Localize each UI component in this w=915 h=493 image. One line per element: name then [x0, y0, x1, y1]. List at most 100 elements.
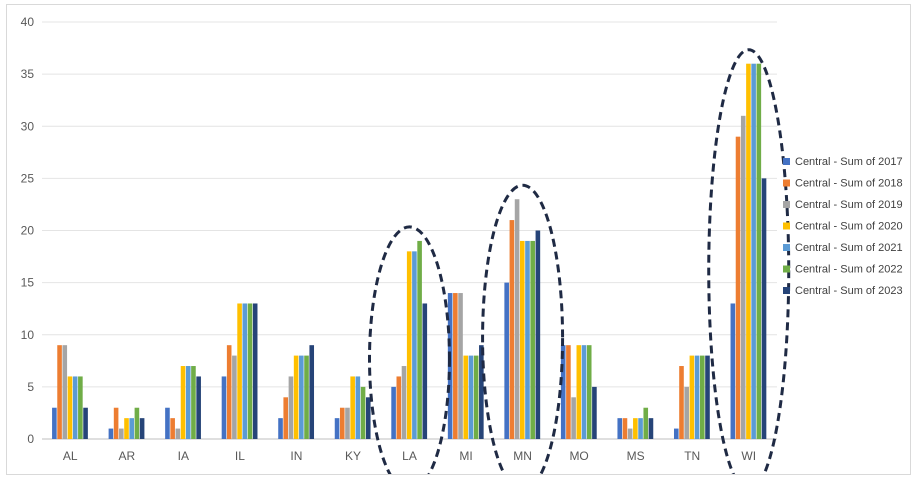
bar — [299, 355, 304, 439]
bar — [627, 428, 633, 439]
bar — [525, 240, 530, 439]
bar — [509, 220, 515, 439]
legend-swatch — [783, 201, 790, 208]
bar — [622, 418, 628, 439]
legend-label: Central - Sum of 2020 — [795, 221, 903, 233]
legend-swatch — [783, 158, 790, 165]
bar — [504, 282, 509, 439]
bar — [684, 386, 689, 439]
y-tick-label: 30 — [21, 119, 35, 133]
y-tick-label: 0 — [27, 432, 34, 446]
bar — [679, 366, 684, 439]
x-tick-label: IA — [178, 449, 189, 463]
legend-swatch — [783, 179, 790, 187]
bar — [735, 136, 741, 440]
bar — [355, 376, 361, 439]
legend-label: Central - Sum of 2018 — [795, 178, 903, 190]
bar — [633, 418, 638, 439]
bar — [617, 418, 623, 439]
bar — [396, 376, 402, 439]
chart-frame: 0 5 10 15 20 25 30 35 40 AL AR IA IL IN KY LA MI MN MO MS TN… — [6, 4, 911, 475]
bar — [185, 366, 191, 439]
bar — [170, 418, 175, 439]
bar — [463, 355, 469, 439]
bar — [334, 418, 340, 439]
legend-swatch — [783, 244, 790, 251]
bar — [309, 345, 315, 439]
bar — [226, 345, 232, 439]
x-tick-label: IN — [290, 449, 302, 463]
bar — [648, 418, 654, 439]
bar — [339, 407, 345, 439]
legend-swatch — [783, 265, 790, 273]
x-tick-label: LA — [402, 449, 417, 463]
bar — [83, 407, 88, 439]
bar — [581, 345, 587, 439]
bar — [72, 376, 78, 439]
bar — [252, 303, 258, 439]
bar — [191, 366, 196, 439]
bar — [196, 376, 201, 439]
y-tick-label: 25 — [21, 171, 35, 185]
highlight-ellipse — [481, 183, 565, 474]
y-tick-label: 15 — [21, 276, 35, 290]
bar — [180, 366, 186, 439]
highlight-ellipse — [368, 225, 451, 474]
bar — [514, 199, 520, 439]
bar — [62, 345, 68, 439]
legend-label: Central - Sum of 2021 — [795, 242, 903, 254]
bar — [293, 355, 299, 439]
bar — [586, 345, 592, 439]
bar — [576, 345, 582, 439]
y-tick-label: 40 — [21, 15, 35, 29]
bar — [740, 115, 746, 439]
x-tick-label: MO — [569, 449, 588, 463]
y-tick-label: 20 — [21, 224, 35, 238]
bar — [391, 386, 396, 439]
bar — [746, 63, 751, 439]
bar — [458, 293, 463, 439]
bar — [473, 355, 479, 439]
y-tick-label: 5 — [27, 380, 34, 394]
bar — [401, 366, 407, 439]
bar — [592, 386, 597, 439]
bar — [119, 428, 124, 439]
bar — [360, 386, 366, 439]
legend-swatch — [783, 287, 790, 294]
bar — [139, 418, 145, 439]
bar — [365, 397, 371, 439]
bar — [406, 251, 412, 439]
y-tick-label: 35 — [21, 67, 35, 81]
bar — [535, 230, 541, 439]
bar — [571, 397, 576, 439]
bar — [242, 303, 248, 439]
bar — [519, 240, 525, 439]
legend-swatch — [783, 222, 790, 230]
bar — [560, 345, 566, 439]
y-tick-label: 10 — [21, 328, 35, 342]
bar — [699, 355, 705, 439]
bar — [643, 407, 649, 439]
bar — [175, 428, 181, 439]
bar — [221, 376, 227, 439]
bar — [638, 418, 643, 439]
bar — [417, 240, 422, 439]
bar — [237, 303, 242, 439]
bar — [57, 345, 62, 439]
x-tick-label: AL — [63, 449, 78, 463]
x-tick-label: WI — [741, 449, 756, 463]
bar-chart: 0 5 10 15 20 25 30 35 40 AL AR IA IL IN KY LA MI MN MO MS TN… — [21, 15, 903, 474]
bar — [673, 428, 679, 439]
bar — [283, 397, 289, 439]
bar — [113, 407, 119, 439]
legend-label: Central - Sum of 2019 — [795, 199, 903, 211]
bar — [278, 418, 283, 439]
bar — [412, 251, 417, 439]
bar — [694, 355, 700, 439]
x-tick-label: MI — [459, 449, 472, 463]
bar — [422, 303, 428, 439]
legend-label: Central - Sum of 2023 — [795, 285, 903, 297]
legend-label: Central - Sum of 2022 — [795, 264, 903, 276]
bar — [247, 303, 253, 439]
bar — [108, 428, 114, 439]
